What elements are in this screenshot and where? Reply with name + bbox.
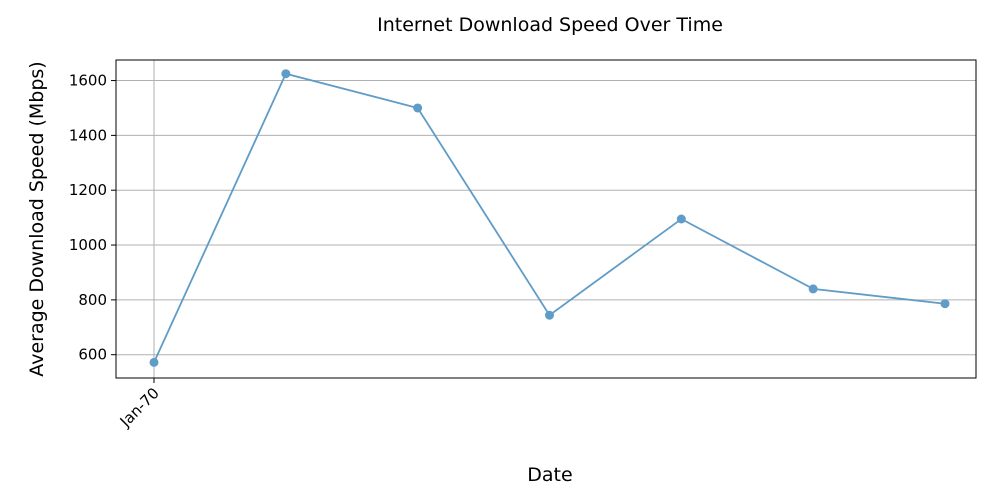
x-tick-label: Jan-70 xyxy=(116,384,163,431)
data-point xyxy=(413,103,423,113)
y-tick-label: 800 xyxy=(78,291,107,309)
data-point xyxy=(149,357,159,367)
y-tick-label: 1200 xyxy=(69,181,107,199)
data-point xyxy=(545,310,554,320)
plot-frame xyxy=(115,59,977,379)
data-point xyxy=(281,69,291,79)
chart-title: Internet Download Speed Over Time xyxy=(377,14,723,36)
data-points xyxy=(149,69,950,367)
y-tick-label: 1400 xyxy=(69,126,107,144)
y-tick-label: 600 xyxy=(78,346,107,364)
y-axis-label: Average Download Speed (Mbps) xyxy=(26,61,48,376)
data-point xyxy=(940,299,950,309)
data-point xyxy=(676,214,686,224)
y-tick-label: 1600 xyxy=(69,72,107,90)
x-axis-label: Date xyxy=(527,464,572,486)
grid-lines xyxy=(116,60,976,378)
y-tick-label: 1000 xyxy=(69,236,107,254)
data-point xyxy=(808,284,818,294)
